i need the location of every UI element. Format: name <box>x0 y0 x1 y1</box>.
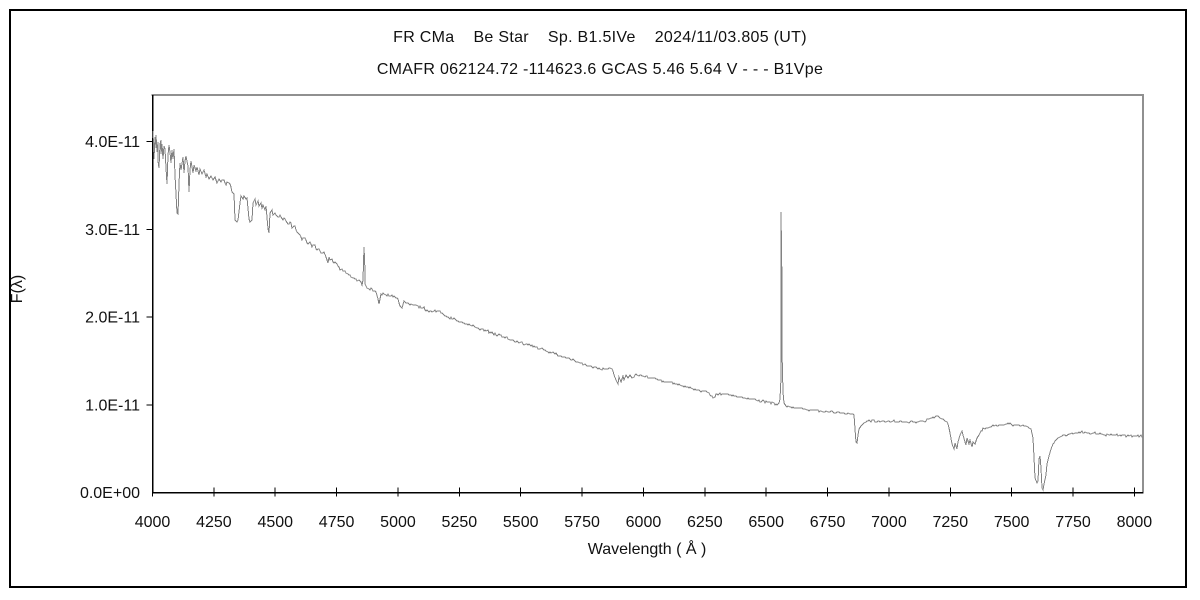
y-tick-label: 1.0E-11 <box>85 397 140 414</box>
y-tick-label: 4.0E-11 <box>85 134 140 151</box>
x-tick-label: 7250 <box>933 514 969 531</box>
x-tick-label: 5000 <box>380 514 416 531</box>
spectrum-line <box>152 130 1143 492</box>
x-tick-label: 4250 <box>196 514 232 531</box>
x-tick-label: 6000 <box>626 514 662 531</box>
x-axis-title: Wavelength ( Å ) <box>587 541 707 558</box>
x-tick-label: 5250 <box>442 514 478 531</box>
x-tick-label: 7750 <box>1055 514 1091 531</box>
x-tick-label: 4000 <box>135 514 171 531</box>
x-tick-label: 4750 <box>319 514 355 531</box>
chart-title: FR CMa Be Star Sp. B1.5IVe 2024/11/03.80… <box>393 29 807 46</box>
x-tick-label: 8000 <box>1117 514 1153 531</box>
x-tick-label: 5750 <box>564 514 600 531</box>
x-tick-label: 7000 <box>871 514 907 531</box>
x-tick-label: 6250 <box>687 514 723 531</box>
y-tick-label: 2.0E-11 <box>85 310 140 327</box>
x-tick-label: 4500 <box>257 514 293 531</box>
x-tick-label: 7500 <box>994 514 1030 531</box>
y-tick-label: 3.0E-11 <box>85 222 140 239</box>
x-tick-label: 6750 <box>810 514 846 531</box>
y-tick-label: 0.0E+00 <box>80 485 140 502</box>
x-tick-label: 5500 <box>503 514 539 531</box>
chart-subtitle: CMAFR 062124.72 -114623.6 GCAS 5.46 5.64… <box>376 61 824 78</box>
x-tick-label: 6500 <box>748 514 784 531</box>
